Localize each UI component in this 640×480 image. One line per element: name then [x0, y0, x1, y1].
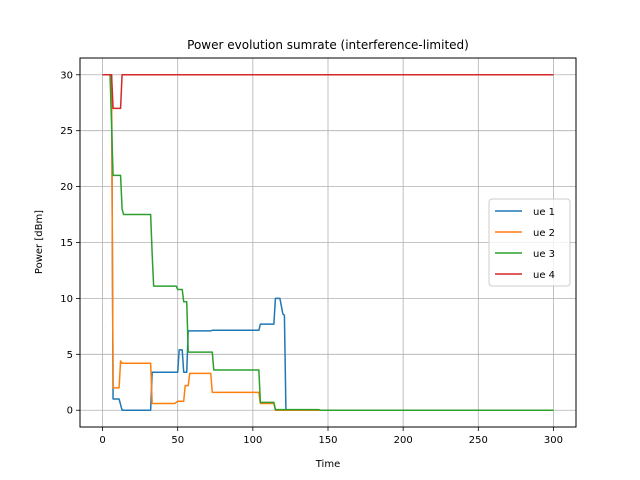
chart-title: Power evolution sumrate (interference-li…: [187, 38, 469, 52]
y-tick-label: 25: [60, 126, 73, 137]
axis-ticks: 0 50 100 150 200 250 300 0 5 10 15 20 25 30: [60, 70, 563, 446]
legend-label: ue 1: [533, 207, 555, 218]
y-tick-label: 0: [67, 406, 73, 417]
legend-frame: [488, 198, 571, 287]
x-tick-label: 300: [544, 435, 563, 446]
y-tick-label: 10: [60, 294, 73, 305]
x-tick-label: 250: [469, 435, 488, 446]
y-tick-label: 30: [60, 70, 73, 81]
y-tick-label: 20: [60, 182, 73, 193]
x-tick-label: 100: [243, 435, 262, 446]
y-tick-label: 5: [67, 350, 73, 361]
legend-label: ue 3: [533, 249, 555, 260]
x-tick-label: 50: [171, 435, 184, 446]
x-tick-label: 0: [99, 435, 105, 446]
series-line-ue-4: [102, 74, 554, 110]
x-tick-label: 200: [394, 435, 413, 446]
series-line-ue-3: [102, 74, 554, 411]
legend: ue 1 ue 2 ue 3 ue 4: [488, 198, 571, 287]
series-lines: [102, 74, 554, 411]
x-axis-label: Time: [315, 459, 340, 470]
legend-label: ue 2: [533, 228, 555, 239]
x-tick-label: 150: [318, 435, 337, 446]
y-tick-label: 15: [60, 238, 73, 249]
legend-label: ue 4: [533, 270, 555, 281]
y-axis-label: Power [dBm]: [34, 210, 45, 274]
